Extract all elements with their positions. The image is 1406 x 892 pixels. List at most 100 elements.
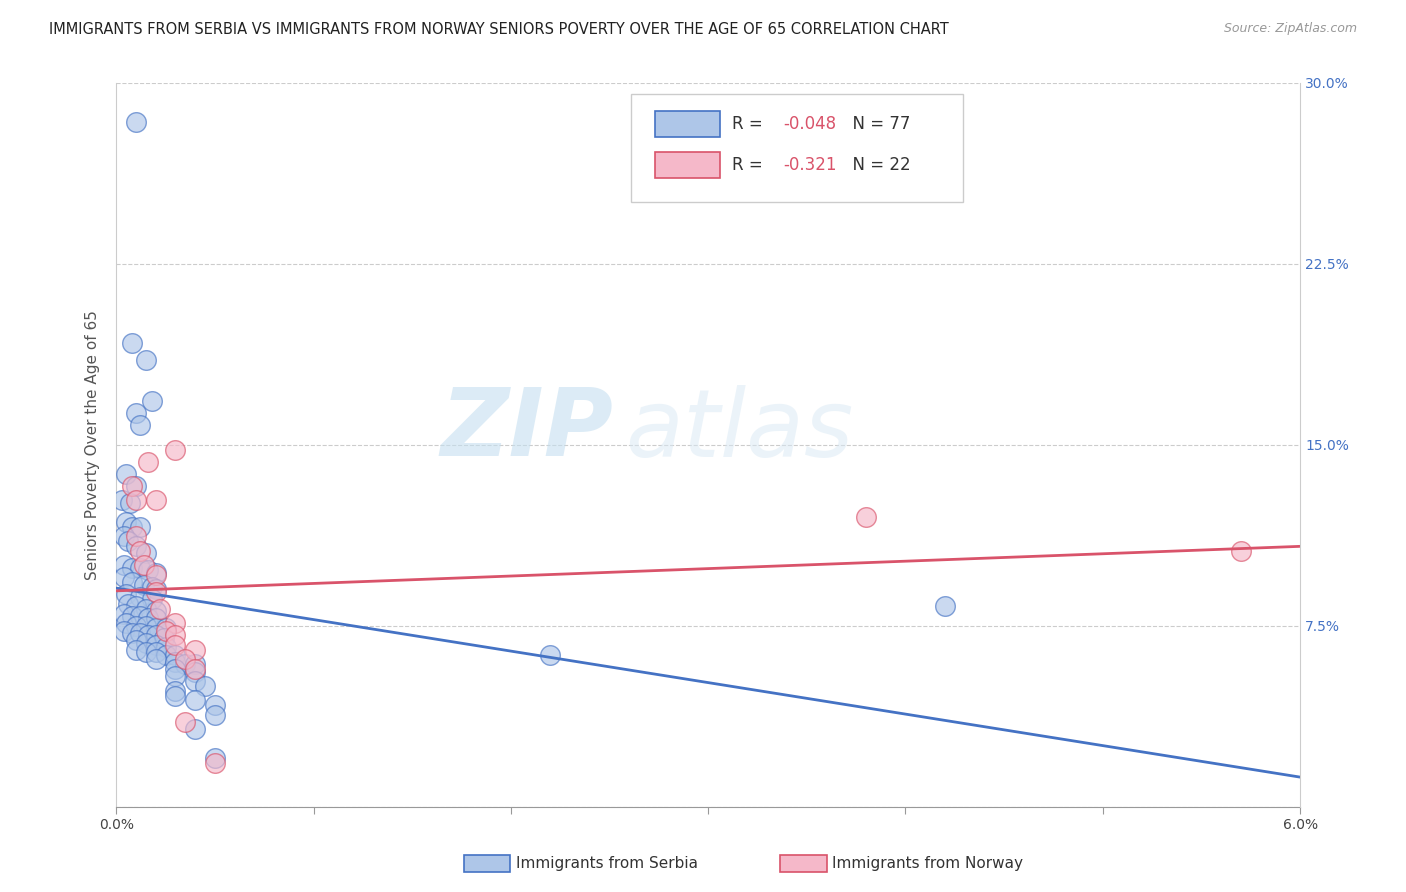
Point [165, 616, 187, 631]
Point [117, 534, 139, 549]
Point [136, 455, 159, 469]
Point [145, 566, 167, 580]
Point [141, 580, 163, 594]
Point [125, 642, 148, 657]
Point [136, 628, 159, 642]
Point [184, 665, 207, 679]
Point [145, 652, 167, 666]
Point [135, 618, 157, 632]
Point [125, 633, 148, 648]
Point [121, 575, 143, 590]
Text: -0.048: -0.048 [783, 115, 837, 133]
Point [129, 544, 152, 558]
Point [135, 602, 157, 616]
Text: Immigrants from Serbia: Immigrants from Serbia [516, 856, 697, 871]
Point [125, 599, 148, 614]
Point [184, 723, 207, 737]
Point [121, 336, 143, 351]
Point [135, 353, 157, 368]
Point [204, 707, 226, 722]
Point [125, 479, 148, 493]
Point [145, 645, 167, 659]
Point [145, 585, 167, 599]
Point [115, 616, 138, 631]
Point [121, 479, 143, 493]
Point [165, 648, 187, 662]
Point [145, 638, 167, 652]
Point [112, 624, 135, 638]
Point [184, 674, 207, 689]
Point [129, 590, 152, 604]
Point [1230, 544, 1253, 558]
Point [204, 756, 226, 771]
Text: N = 22: N = 22 [842, 156, 911, 174]
Text: R =: R = [733, 115, 768, 133]
Point [120, 496, 142, 510]
Point [194, 679, 217, 693]
Point [934, 599, 956, 614]
Point [129, 418, 152, 433]
Point [115, 515, 138, 529]
Text: Source: ZipAtlas.com: Source: ZipAtlas.com [1223, 22, 1357, 36]
Point [125, 539, 148, 553]
FancyBboxPatch shape [655, 112, 720, 137]
Point [152, 631, 174, 645]
Point [129, 520, 152, 534]
Point [136, 611, 159, 625]
Text: -0.321: -0.321 [783, 156, 837, 174]
Point [121, 520, 143, 534]
Point [112, 529, 135, 543]
FancyBboxPatch shape [655, 152, 720, 178]
Point [184, 657, 207, 672]
Point [165, 442, 187, 457]
Point [121, 561, 143, 575]
Point [155, 624, 177, 638]
FancyBboxPatch shape [631, 94, 963, 202]
Point [145, 493, 167, 508]
Point [121, 626, 143, 640]
Point [184, 662, 207, 676]
Point [538, 648, 561, 662]
Point [132, 577, 155, 591]
Point [125, 618, 148, 632]
Text: IMMIGRANTS FROM SERBIA VS IMMIGRANTS FROM NORWAY SENIORS POVERTY OVER THE AGE OF: IMMIGRANTS FROM SERBIA VS IMMIGRANTS FRO… [49, 22, 949, 37]
Point [115, 587, 138, 601]
Point [145, 621, 167, 635]
Text: R =: R = [733, 156, 773, 174]
Point [165, 669, 187, 683]
Point [174, 652, 197, 666]
Point [135, 635, 157, 649]
Point [145, 611, 167, 625]
Point [112, 570, 135, 584]
Text: Immigrants from Norway: Immigrants from Norway [832, 856, 1024, 871]
Point [174, 657, 197, 672]
Point [141, 592, 163, 607]
Point [135, 645, 157, 659]
Point [184, 642, 207, 657]
Point [165, 655, 187, 669]
Point [132, 558, 155, 573]
Point [112, 607, 135, 621]
Point [129, 561, 152, 575]
Point [121, 609, 143, 624]
Point [174, 715, 197, 730]
Point [117, 597, 139, 611]
Point [155, 621, 177, 635]
Point [125, 114, 148, 128]
Point [149, 602, 172, 616]
Point [145, 582, 167, 597]
Point [115, 467, 138, 481]
Point [165, 628, 187, 642]
Point [145, 628, 167, 642]
Point [165, 662, 187, 676]
Point [129, 626, 152, 640]
Point [145, 604, 167, 618]
Point [165, 638, 187, 652]
Point [125, 406, 148, 420]
Point [111, 493, 134, 508]
Text: N = 77: N = 77 [842, 115, 910, 133]
Point [145, 568, 167, 582]
Point [135, 546, 157, 560]
Text: atlas: atlas [626, 384, 853, 475]
Point [184, 693, 207, 707]
